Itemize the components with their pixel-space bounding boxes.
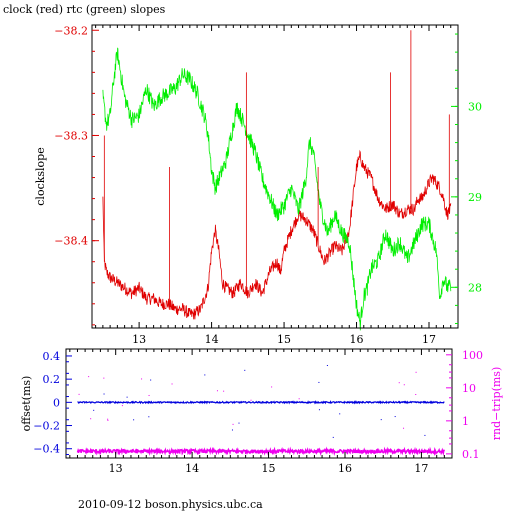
outlier-point — [424, 434, 426, 436]
top-y-axis-label: clockslope — [34, 147, 47, 205]
outlier-point — [380, 419, 382, 421]
left-y-tick-label: 0 — [53, 396, 60, 409]
bottom-right-y-axis-label: rnd−trip(ms) — [490, 367, 503, 441]
clock-slope-series — [102, 149, 452, 320]
outlier-point — [107, 419, 109, 421]
chart-title: clock (red) rtc (green) slopes — [3, 3, 166, 16]
x-tick-label: 13 — [132, 333, 146, 346]
top-plot-frame — [91, 24, 459, 329]
right-y-tick-label: 10 — [462, 382, 476, 395]
outlier-point — [133, 419, 135, 421]
x-tick-label: 17 — [414, 462, 428, 475]
outlier-point — [394, 416, 396, 418]
left-y-tick-label: −0.2 — [33, 420, 60, 433]
footer-caption: 2010-09-12 boson.physics.ubc.ca — [78, 498, 263, 511]
outlier-point — [238, 422, 240, 424]
outlier-point — [318, 409, 320, 411]
outlier-point — [141, 378, 143, 380]
right-y-tick-label: 29 — [468, 191, 482, 204]
right-y-tick-label: 1 — [462, 415, 469, 428]
outlier-point — [398, 382, 400, 384]
outlier-point — [126, 396, 128, 398]
outlier-point — [318, 381, 320, 383]
outlier-point — [107, 418, 109, 420]
outlier-point — [231, 429, 233, 431]
outlier-point — [326, 364, 328, 366]
bottom-panel: 13 14 15 16 17 0.4 0.2 0 −0.2 −0.4 100 10 1 0.1 offset… — [20, 348, 503, 475]
x-tick-label: 15 — [262, 462, 276, 475]
outlier-point — [244, 369, 246, 371]
x-tick-label: 17 — [422, 333, 436, 346]
x-tick-label: 15 — [277, 333, 291, 346]
outlier-point — [403, 384, 405, 386]
left-y-tick-label: −38.4 — [54, 235, 88, 248]
outlier-point — [93, 409, 95, 411]
outlier-point — [103, 377, 105, 379]
offset-series — [77, 400, 445, 405]
outlier-point — [171, 383, 173, 385]
right-y-tick-label: 100 — [462, 349, 483, 362]
round-trip-series — [76, 446, 446, 457]
outlier-point — [78, 393, 80, 395]
x-tick-label: 16 — [338, 462, 352, 475]
outlier-point — [88, 376, 90, 378]
top-panel: 13 14 15 16 17 −38.2 −38.3 −38.4 28 29 30 clockslop… — [34, 24, 482, 346]
outlier-point — [232, 423, 234, 425]
x-tick-label: 16 — [350, 333, 364, 346]
bottom-plot-frame — [65, 348, 453, 459]
outlier-point — [223, 390, 225, 392]
outlier-point — [241, 401, 243, 403]
outlier-point — [148, 394, 150, 396]
outlier-point — [103, 393, 105, 395]
left-y-tick-label: −38.3 — [54, 129, 88, 142]
right-y-tick-label: 30 — [468, 100, 482, 113]
outlier-point — [250, 399, 252, 401]
outlier-point — [271, 386, 273, 388]
outlier-point — [216, 390, 218, 392]
outlier-point — [339, 413, 341, 415]
bottom-left-y-axis-label: offset(ms) — [20, 376, 33, 432]
x-tick-label: 14 — [185, 462, 199, 475]
x-tick-label: 13 — [109, 462, 123, 475]
outlier-point — [90, 418, 92, 420]
right-y-tick-label: 28 — [468, 281, 482, 294]
left-y-tick-label: 0.2 — [43, 373, 61, 386]
left-y-tick-label: −0.4 — [33, 443, 60, 456]
outlier-point — [150, 379, 152, 381]
left-y-tick-label: 0.4 — [43, 350, 61, 363]
outlier-point — [148, 416, 150, 418]
rtc-slope-series — [102, 47, 452, 331]
outlier-point — [204, 374, 206, 376]
outlier-point — [415, 371, 417, 373]
left-y-tick-label: −38.2 — [54, 24, 88, 37]
x-tick-label: 14 — [205, 333, 219, 346]
right-y-tick-label: 0.1 — [462, 448, 480, 461]
outlier-point — [403, 427, 405, 429]
outlier-point — [415, 394, 417, 396]
outlier-point — [332, 436, 334, 438]
outlier-point — [298, 398, 300, 400]
outlier-point — [121, 405, 123, 407]
